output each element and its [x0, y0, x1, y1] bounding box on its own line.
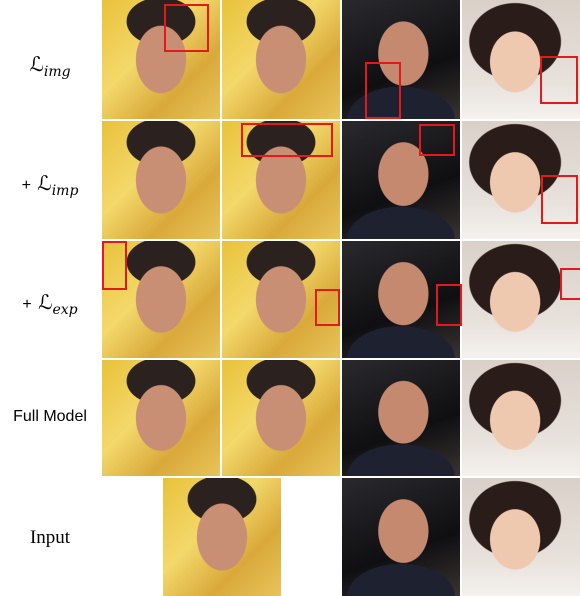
symbol: ℒ [29, 52, 43, 76]
prefix: + [22, 296, 31, 313]
photo [462, 478, 580, 596]
highlight-box [560, 268, 580, 300]
subscript: imp [52, 183, 79, 199]
highlight-box [164, 4, 209, 52]
photo [342, 360, 460, 476]
row-label: Input [0, 527, 100, 549]
subscript: img [44, 64, 71, 80]
subscript: exp [52, 302, 77, 318]
symbol: ℒ [37, 171, 51, 195]
highlight-box [315, 289, 340, 326]
highlight-box [541, 175, 578, 224]
figure: ℒimg + ℒimp + ℒexp Full Model Input [0, 0, 580, 596]
row-label: + ℒimp [0, 171, 100, 199]
photo [102, 360, 220, 476]
prefix: + [22, 177, 31, 194]
photo [342, 478, 460, 596]
highlight-box [365, 62, 401, 119]
highlight-box [241, 123, 333, 157]
symbol: ℒ [38, 290, 52, 314]
photo [163, 478, 281, 596]
photo [462, 360, 580, 476]
photo [102, 121, 220, 239]
row-label: Full Model [0, 408, 100, 426]
highlight-box [419, 124, 455, 156]
photo [342, 0, 460, 119]
highlight-box [540, 56, 578, 104]
highlight-box [436, 284, 462, 326]
highlight-box [102, 241, 127, 290]
photo [222, 0, 340, 119]
row-label: + ℒexp [0, 290, 100, 318]
row-label: ℒimg [0, 52, 100, 80]
photo [222, 360, 340, 476]
